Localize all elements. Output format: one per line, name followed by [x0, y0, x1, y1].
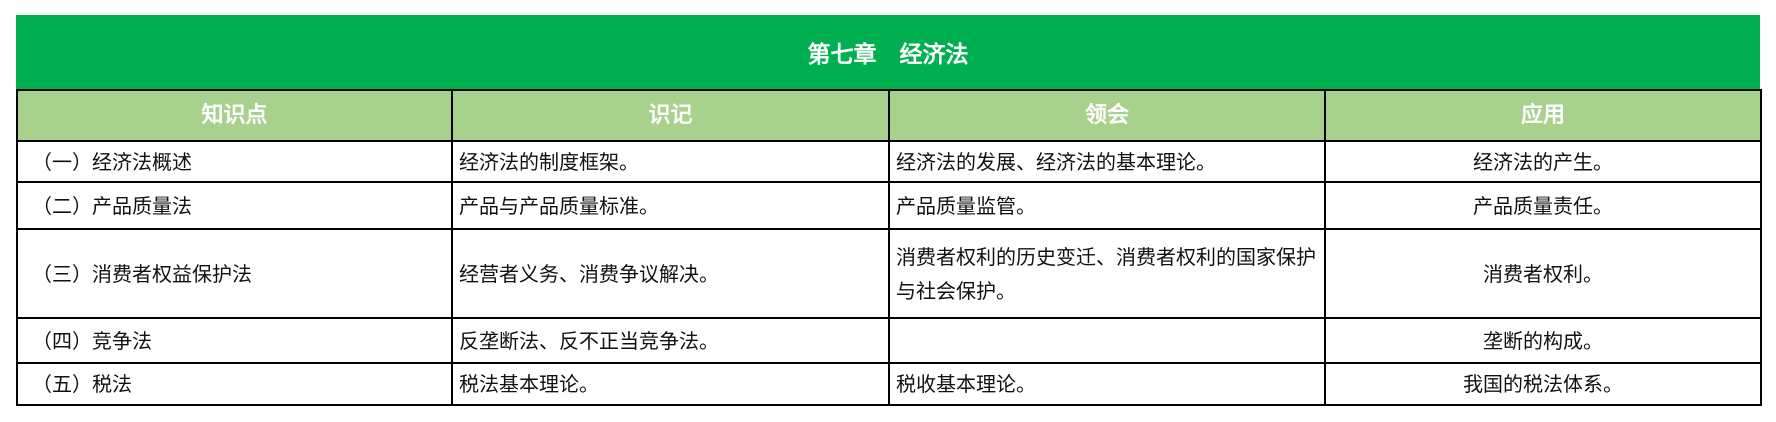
table-row: （五）税法 税法基本理论。 税收基本理论。 我国的税法体系。	[16, 362, 1762, 406]
cell: 产品与产品质量标准。	[451, 181, 890, 230]
cell: （一）经济法概述	[16, 140, 453, 183]
syllabus-table-container: 第七章 经济法 知识点 识记 领会 应用 （一）经济法概述 经济法的制度框架。 …	[16, 15, 1762, 406]
header-row: 知识点 识记 领会 应用	[16, 89, 1762, 142]
table-row: （一）经济法概述 经济法的制度框架。 经济法的发展、经济法的基本理论。 经济法的…	[16, 140, 1762, 183]
cell: 产品质量责任。	[1324, 181, 1762, 230]
cell: 产品质量监管。	[888, 181, 1326, 230]
table-row: （三）消费者权益保护法 经营者义务、消费争议解决。 消费者权利的历史变迁、消费者…	[16, 228, 1762, 319]
cell: 税法基本理论。	[451, 362, 890, 406]
chapter-title: 第七章 经济法	[16, 15, 1760, 89]
cell: 垄断的构成。	[1324, 317, 1762, 364]
table-row: （二）产品质量法 产品与产品质量标准。 产品质量监管。 产品质量责任。	[16, 181, 1762, 230]
cell: （二）产品质量法	[16, 181, 453, 230]
cell: 经营者义务、消费争议解决。	[451, 228, 890, 319]
cell: 反垄断法、反不正当竞争法。	[451, 317, 890, 364]
cell: 经济法的发展、经济法的基本理论。	[888, 140, 1326, 183]
cell: （四）竞争法	[16, 317, 453, 364]
cell: （三）消费者权益保护法	[16, 228, 453, 319]
cell: 消费者权利的历史变迁、消费者权利的国家保护与社会保护。	[888, 228, 1326, 319]
cell: 消费者权利。	[1324, 228, 1762, 319]
cell: （五）税法	[16, 362, 453, 406]
header-understand: 领会	[888, 89, 1326, 142]
cell: 税收基本理论。	[888, 362, 1326, 406]
cell: 经济法的产生。	[1324, 140, 1762, 183]
cell: 经济法的制度框架。	[451, 140, 890, 183]
cell: 我国的税法体系。	[1324, 362, 1762, 406]
table-row: （四）竞争法 反垄断法、反不正当竞争法。 垄断的构成。	[16, 317, 1762, 364]
header-memorize: 识记	[451, 89, 890, 142]
cell	[888, 317, 1326, 364]
syllabus-table: 知识点 识记 领会 应用 （一）经济法概述 经济法的制度框架。 经济法的发展、经…	[16, 89, 1762, 406]
header-knowledge-point: 知识点	[16, 89, 453, 142]
header-apply: 应用	[1324, 89, 1762, 142]
